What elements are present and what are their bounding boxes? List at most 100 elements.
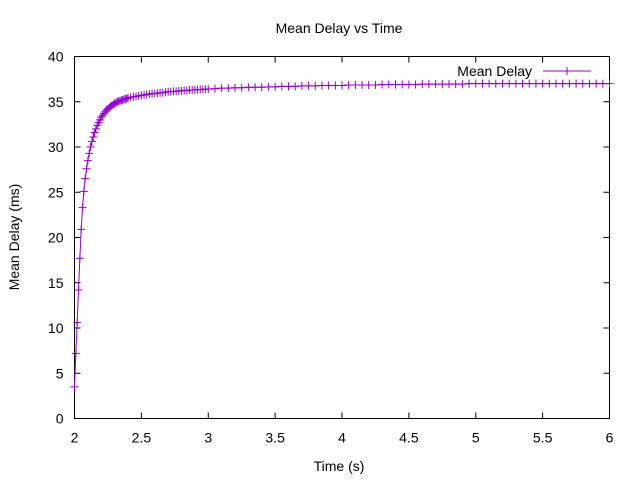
data-point-marker [424,80,433,89]
data-point-marker [231,83,239,92]
data-point-marker [81,174,90,183]
data-point-marker [438,80,447,89]
data-point-marker [525,79,534,88]
x-axis-label: Time (s) [314,458,365,474]
data-point-marker [505,79,514,88]
data-point-marker [86,143,95,151]
data-point-marker [304,81,313,90]
data-point-marker [237,83,246,92]
data-point-marker [498,79,507,88]
data-point-marker [82,164,91,173]
data-point-marker [378,80,387,89]
x-tick-label: 6 [606,430,614,446]
data-point-marker [70,382,79,391]
data-point-marker [79,187,88,196]
data-point-marker [87,137,96,146]
data-point-marker [491,79,500,88]
data-point-marker [271,82,280,91]
data-point-marker [565,79,574,88]
data-point-marker [338,81,346,90]
data-point-marker [90,128,99,137]
data-point-marker [558,79,567,88]
data-point-marker [210,84,219,93]
y-tick-label: 40 [48,49,64,65]
data-point-marker [371,81,380,90]
data-point-marker [552,79,560,88]
x-tick-label: 5.5 [533,430,553,446]
data-point-marker [404,80,413,89]
data-point-marker [251,83,260,92]
data-point-marker [411,80,420,89]
data-point-marker [598,79,607,88]
data-point-marker [451,80,460,89]
data-point-marker [85,149,94,158]
plot-frame [74,56,610,419]
legend-label: Mean Delay [457,63,532,79]
data-point-marker [73,318,82,327]
data-point-marker [311,81,320,90]
x-tick-label: 2 [71,430,79,446]
y-tick-label: 35 [48,94,64,110]
data-point-marker [418,80,427,89]
data-point-marker [351,81,360,90]
data-point-marker [78,203,87,212]
data-point-marker [458,80,467,89]
data-point-marker [358,81,367,90]
legend: Mean Delay [457,63,591,79]
data-point-marker [471,79,480,88]
data-point-marker [465,79,474,88]
data-point-marker [284,82,293,91]
y-tick-label: 15 [48,275,64,291]
series-line [74,83,610,387]
data-point-marker [398,80,407,89]
axis-ticks: 2 2.5 3 3.5 4 4.5 5 5.5 6 0 5 10 15 20 25 30 35 40 [48,49,614,446]
data-point-marker [224,84,233,93]
chart-title: Mean Delay vs Time [276,20,403,36]
data-point-marker [605,79,614,88]
data-point-marker [91,124,100,133]
data-point-marker [324,81,333,90]
x-tick-label: 5 [472,430,480,446]
y-tick-label: 0 [56,411,64,427]
data-point-marker [572,79,581,88]
y-tick-label: 25 [48,184,64,200]
data-point-marker [545,79,554,88]
data-point-marker [331,81,340,90]
data-point-marker [71,349,80,358]
data-point-marker [592,79,601,88]
data-point-marker [511,79,520,88]
data-point-marker [384,80,393,89]
data-point-marker [531,79,540,88]
data-point-marker [277,82,286,91]
data-point-marker [83,156,92,165]
y-axis-label: Mean Delay (ms) [6,184,22,291]
data-point-marker [344,81,353,90]
y-tick-label: 30 [48,139,64,155]
data-point-marker [75,254,84,263]
x-tick-label: 4.5 [399,430,419,446]
data-point-marker [264,82,273,91]
y-tick-label: 20 [48,230,64,246]
data-point-marker [77,225,86,234]
data-point-marker [364,81,373,90]
data-point-marker [74,285,83,294]
data-point-marker [317,81,326,90]
data-point-marker [244,83,253,92]
data-point-marker [297,81,306,90]
data-point-marker [391,80,400,89]
data-point-marker [485,79,494,88]
data-point-marker [204,85,213,94]
y-tick-label: 5 [56,365,64,381]
x-tick-label: 3.5 [265,430,285,446]
x-tick-label: 2.5 [132,430,152,446]
data-point-marker [518,79,527,88]
legend-marker [563,67,571,75]
data-point-marker [538,79,547,88]
data-point-marker [445,80,453,89]
data-point-marker [217,84,226,93]
data-point-marker [478,79,487,88]
data-point-marker [578,79,587,88]
data-point-marker [585,79,594,88]
data-point-marker [89,133,98,142]
